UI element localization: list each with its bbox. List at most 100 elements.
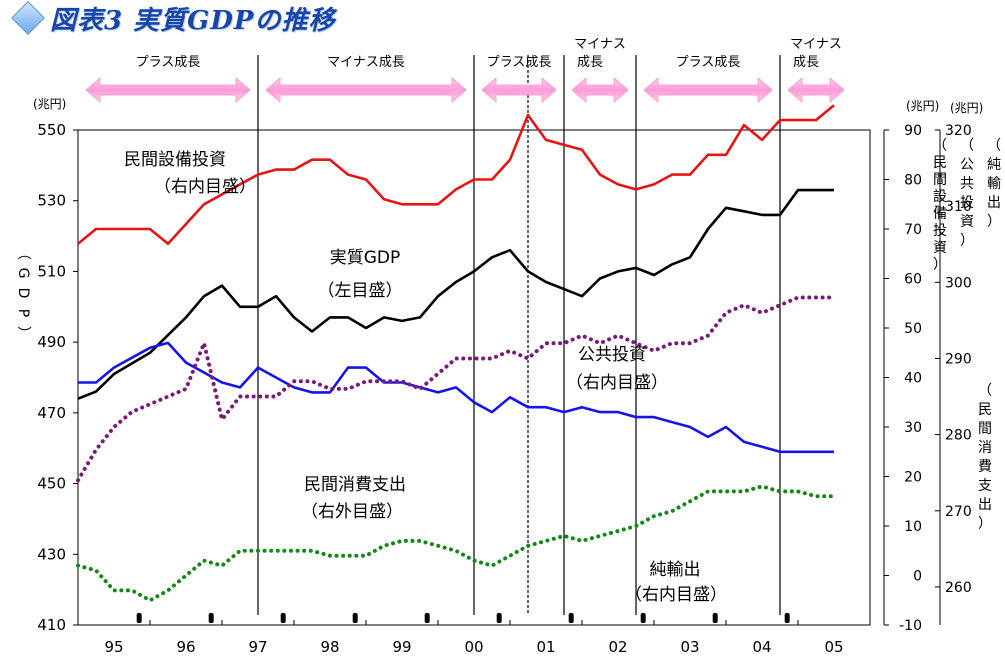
phase-arrow-shape [571, 77, 629, 103]
left-axis-label-char: ） [15, 326, 31, 340]
annotation-name: 民間設備投資 [124, 150, 226, 170]
phase-label: 成長 [793, 55, 819, 70]
right-outer-tick-label: 320 [945, 123, 972, 139]
right-inner-tick-label: 70 [904, 222, 922, 238]
right-inner-label-capex: 民 [933, 155, 947, 171]
right-outer-tick-label: 260 [945, 580, 972, 596]
annotation-scale: （右外目盛） [301, 502, 403, 522]
chart-title: 図表3 実質GDPの推移 [50, 5, 336, 36]
left-tick-label: 530 [37, 192, 66, 210]
left-tick-label: 510 [37, 262, 66, 280]
quarter-marker [640, 613, 646, 623]
phase-label: マイナス [790, 37, 842, 52]
phase-arrow [571, 77, 629, 103]
phase-label: プラス成長 [136, 55, 201, 70]
right-inner-label-capex: 間 [933, 172, 947, 188]
x-tick-label: 96 [176, 638, 195, 656]
right-outer-label-consumption: 間 [978, 421, 992, 437]
right-inner-label-public: 投 [960, 195, 974, 211]
annotation-scale: （右内目盛） [566, 373, 668, 393]
right-inner-tick-label: 90 [904, 123, 922, 139]
x-tick-label: 95 [104, 638, 123, 656]
annotation-scale: （左目盛） [318, 281, 403, 301]
quarter-marker [712, 613, 718, 623]
right-outer-label-consumption: 消 [978, 440, 992, 456]
x-tick-label: 02 [608, 638, 627, 656]
quarter-marker [424, 613, 430, 623]
right-outer-label-consumption: 民 [978, 402, 992, 418]
right-inner-label-netexp: （ [987, 138, 1001, 154]
right-inner-label-capex: 備 [933, 206, 947, 222]
series-line [77, 188, 834, 400]
right-inner-label-public: ） [960, 233, 974, 249]
right-inner-label-public: （ [960, 138, 974, 154]
series-line [78, 341, 834, 454]
right-inner-tick-label: 80 [904, 173, 922, 189]
right-outer-label-consumption: 費 [978, 459, 992, 475]
left-tick-label: 430 [37, 545, 66, 563]
right-inner-label-netexp: 輸 [987, 176, 1001, 192]
annotation-scale: （右内目盛） [625, 585, 727, 605]
phase-label: マイナス [574, 37, 626, 52]
right-inner-label-public: 公 [960, 157, 974, 173]
right-inner-label-public: 資 [960, 214, 974, 230]
phase-arrow-shape [787, 77, 845, 103]
quarter-marker [136, 613, 142, 623]
x-tick-label: 04 [752, 638, 771, 656]
right-outer-label-consumption: ） [978, 516, 992, 532]
right-inner-label-netexp: 純 [987, 157, 1001, 173]
right-inner-label-public: 共 [960, 176, 974, 192]
right-outer-label-consumption: （ [978, 383, 992, 399]
left-axis-label-char: （ [15, 246, 31, 260]
right-inner-label-capex: ） [933, 257, 947, 273]
annotation-name: 公共投資 [578, 345, 646, 365]
right-outer-unit-label: (兆円) [950, 101, 983, 115]
left-tick-label: 470 [37, 404, 66, 422]
right-inner-tick-label: 40 [904, 371, 922, 387]
right-inner-label-netexp: ） [987, 214, 1001, 230]
right-inner-label-netexp: 出 [987, 195, 1001, 211]
left-tick-label: 410 [37, 616, 66, 634]
phase-arrow [481, 77, 557, 103]
left-unit-label: (兆円) [33, 97, 66, 111]
right-inner-label-capex: 設 [933, 189, 947, 205]
left-tick-label: 550 [37, 121, 66, 139]
right-inner-tick-label: -10 [899, 618, 922, 634]
annotation-name: 純輸出 [650, 560, 701, 580]
x-tick-label: 97 [248, 638, 267, 656]
left-axis-label-char: P [15, 309, 31, 317]
right-outer-label-consumption: 支 [978, 478, 992, 494]
series-line [77, 104, 835, 246]
series-line [76, 484, 836, 603]
right-inner-tick-label: 0 [913, 569, 922, 585]
phase-arrow-shape [85, 77, 251, 103]
annotation-scale: （右内目盛） [154, 177, 256, 197]
x-tick-label: 00 [464, 638, 483, 656]
quarter-marker [352, 613, 358, 623]
x-tick-label: 05 [824, 638, 843, 656]
phase-arrow-shape [265, 77, 467, 103]
quarter-marker [784, 613, 790, 623]
series-line [76, 295, 836, 483]
right-inner-tick-label: 60 [904, 272, 922, 288]
right-inner-unit-label: (兆円) [906, 99, 939, 113]
quarter-marker [568, 613, 574, 623]
phase-arrow [265, 77, 467, 103]
phase-label: プラス成長 [676, 55, 741, 70]
x-tick-label: 99 [392, 638, 411, 656]
x-tick-label: 03 [680, 638, 699, 656]
annotation-name: 民間消費支出 [304, 475, 406, 495]
right-outer-label-consumption: 出 [978, 497, 992, 513]
right-inner-label-capex: 資 [933, 240, 947, 256]
phase-label: プラス成長 [487, 55, 552, 70]
right-outer-tick-label: 310 [945, 199, 972, 215]
right-outer-tick-label: 280 [945, 428, 972, 444]
right-outer-tick-label: 270 [945, 504, 972, 520]
right-inner-tick-label: 20 [904, 470, 922, 486]
left-axis-label-char: G [15, 268, 31, 279]
right-inner-tick-label: 50 [904, 321, 922, 337]
annotation-name: 実質GDP [330, 248, 401, 268]
phase-arrow-shape [643, 77, 773, 103]
quarter-marker [496, 613, 502, 623]
left-tick-label: 450 [37, 475, 66, 493]
